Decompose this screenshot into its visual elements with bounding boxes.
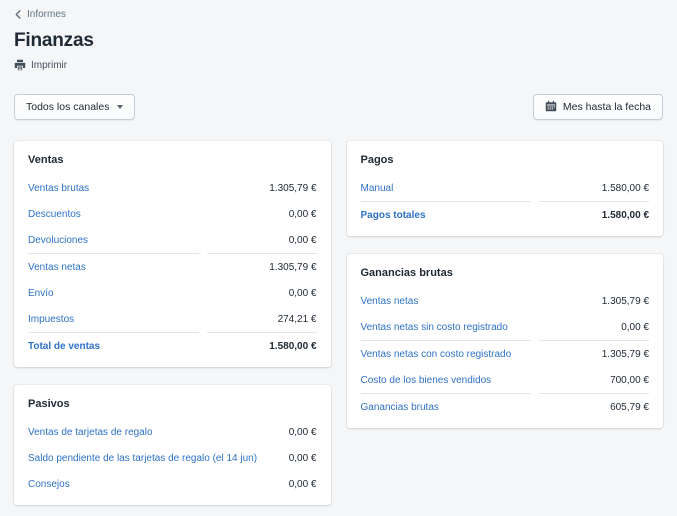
report-row: Envío 0,00 € [28,280,317,306]
report-row: Ventas netas 1.305,79 € [28,253,317,280]
print-label: Imprimir [31,59,68,71]
card-rows: Ventas de tarjetas de regalo 0,00 € Saldo … [28,419,317,497]
page-title: Finanzas [14,30,94,51]
metric-link[interactable]: Devoluciones [28,234,89,246]
metric-link[interactable]: Total de ventas [28,332,199,359]
report-row: Consejos 0,00 € [28,471,317,497]
report-row: Total de ventas 1.580,00 € [28,332,317,359]
report-row: Ventas de tarjetas de regalo 0,00 € [28,419,317,445]
print-button[interactable]: Imprimir [14,59,67,71]
report-row: Ventas brutas 1.305,79 € [28,175,317,201]
metric-value: 0,00 € [288,426,317,438]
metric-link[interactable]: Manual [360,182,394,194]
metric-link[interactable]: Saldo pendiente de las tarjetas de regal… [28,452,258,464]
breadcrumb-label: Informes [27,9,66,20]
report-row: Manual 1.580,00 € [361,175,650,201]
metric-value: 274,21 € [277,313,317,325]
card-rows: Ventas netas 1.305,79 € Ventas netas sin c… [360,288,650,420]
date-range-label: Mes hasta la fecha [562,101,651,113]
metric-link[interactable]: Pagos totales [360,201,531,228]
metric-link[interactable]: Ventas de tarjetas de regalo [28,426,153,438]
channel-filter-dropdown[interactable]: Todos los canales [14,94,136,120]
metric-value: 700,00 € [610,374,649,386]
report-row: Ganancias brutas 605,79 € [360,393,649,420]
report-row: Saldo pendiente de las tarjetas de regal… [28,445,317,471]
card-rows: Manual 1.580,00 € Pagos totales 1.580,00 € [360,175,650,228]
metric-value: 0,00 € [288,208,317,220]
metric-value: 0,00 € [288,234,317,246]
report-row: Costo de los bienes vendidos 700,00 € [361,367,650,393]
metric-link[interactable]: Ganancias brutas [360,393,531,420]
metric-value: 605,79 € [539,393,649,420]
card-ventas: Ventas Ventas brutas 1.305,79 € Descuentos… [14,141,331,367]
caret-down-icon [117,105,124,109]
chevron-left-icon [14,10,23,19]
card-title: Ganancias brutas [360,267,453,279]
report-row: Ventas netas sin costo registrado 0,00 € [361,314,650,340]
card-title: Pasivos [28,398,70,410]
metric-value: 1.580,00 € [601,182,649,194]
report-row: Descuentos 0,00 € [28,201,317,227]
metric-value: 1.580,00 € [539,201,649,228]
metric-value: 1.305,79 € [539,340,649,367]
calendar-icon [545,100,557,115]
metric-link[interactable]: Consejos [28,478,70,490]
card-ganancias-brutas: Ganancias brutas Ventas netas 1.305,79 € V… [346,254,663,428]
metric-link[interactable]: Descuentos [28,208,81,220]
metric-link[interactable]: Ventas netas sin costo registrado [360,321,508,333]
card-rows: Ventas brutas 1.305,79 € Descuentos 0,00 € D… [28,175,317,359]
breadcrumb-back-link[interactable]: Informes [14,9,66,20]
metric-link[interactable]: Ventas netas con costo registrado [360,340,531,367]
metric-value: 0,00 € [288,287,317,299]
metric-value: 0,00 € [288,452,317,464]
report-row: Ventas netas con costo registrado 1.305,7… [360,340,649,367]
printer-icon [14,59,26,71]
metric-value: 0,00 € [288,478,317,490]
card-pasivos: Pasivos Ventas de tarjetas de regalo 0,00… [14,385,331,505]
metric-link[interactable]: Costo de los bienes vendidos [360,374,492,386]
report-row: Pagos totales 1.580,00 € [360,201,649,228]
metric-link[interactable]: Envío [28,287,54,299]
toolbar: Todos los canales Mes hasta la fecha [14,94,663,120]
report-row: Ventas netas 1.305,79 € [361,288,650,314]
card-title: Pagos [360,154,394,166]
metric-link[interactable]: Ventas brutas [28,182,90,194]
channel-filter-label: Todos los canales [26,101,110,113]
report-row: Devoluciones 0,00 € [28,227,317,253]
metric-value: 1.305,79 € [206,253,317,280]
metric-link[interactable]: Ventas netas [28,253,199,280]
report-row: Impuestos 274,21 € [28,306,317,332]
left-column: Ventas Ventas brutas 1.305,79 € Descuentos… [14,141,331,505]
metric-link[interactable]: Impuestos [28,313,75,325]
date-range-button[interactable]: Mes hasta la fecha [532,94,663,120]
right-column: Pagos Manual 1.580,00 € Pagos totales 1.580… [346,141,663,428]
card-title: Ventas [28,154,64,166]
card-pagos: Pagos Manual 1.580,00 € Pagos totales 1.580… [346,141,663,236]
metric-link[interactable]: Ventas netas [360,295,419,307]
metric-value: 1.305,79 € [269,182,317,194]
metric-value: 1.305,79 € [601,295,649,307]
metric-value: 0,00 € [621,321,649,333]
metric-value: 1.580,00 € [206,332,317,359]
report-cards: Ventas Ventas brutas 1.305,79 € Descuentos… [14,141,663,505]
